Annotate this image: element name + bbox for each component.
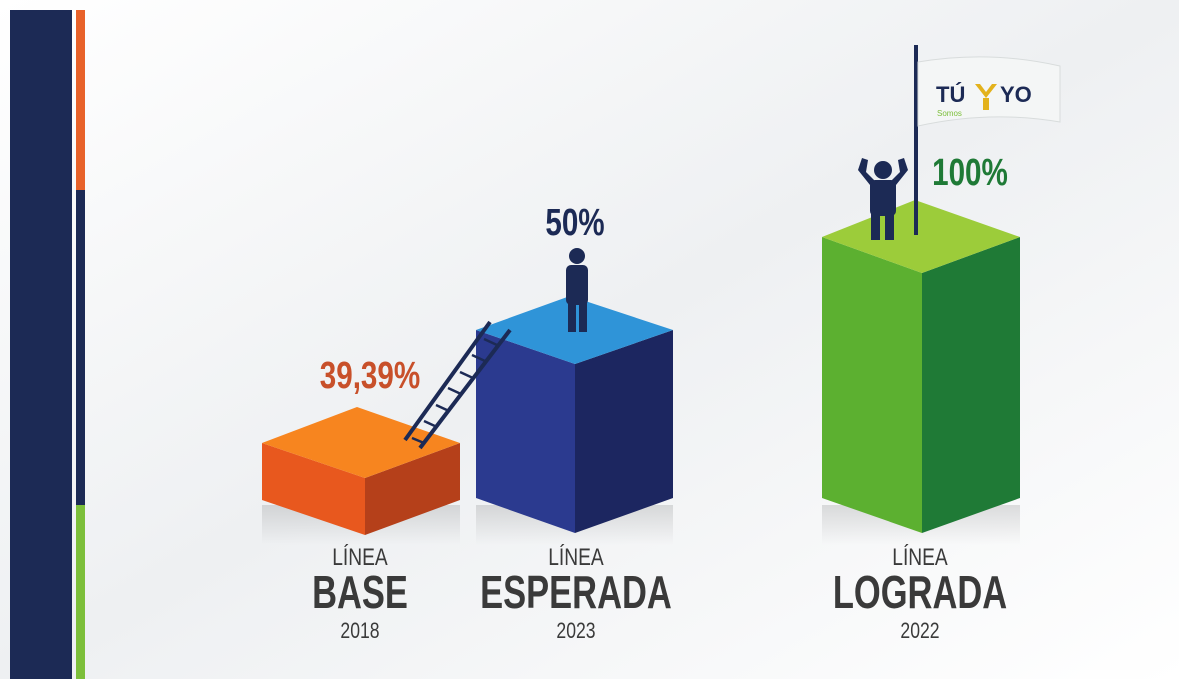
label-line: LÍNEA (332, 543, 388, 571)
percent: 100% (932, 152, 1008, 194)
logo-right: YO (1000, 82, 1032, 107)
label-name: ESPERADA (480, 566, 672, 618)
logo-tagline: Somos (937, 109, 962, 118)
percent: 50% (545, 202, 604, 244)
logo-icon (975, 84, 997, 110)
percent: 39,39% (320, 355, 420, 397)
labels: LÍNEA BASE 2018 LÍNEA ESPERADA 2023 LÍNE… (312, 543, 1007, 644)
label-name: LOGRADA (833, 566, 1007, 618)
label-line: LÍNEA (892, 543, 948, 571)
stripe-green (76, 505, 85, 679)
box-esperada (476, 296, 673, 533)
label-year: 2022 (900, 619, 939, 643)
label-line: LÍNEA (548, 543, 604, 571)
label-year: 2018 (340, 619, 379, 643)
box-lograda (822, 200, 1020, 533)
label-year: 2023 (556, 619, 595, 643)
label-name: BASE (312, 566, 408, 618)
stripe-navy (76, 190, 85, 505)
person-celebrating (858, 158, 908, 240)
ladder (403, 320, 512, 450)
logo-left: TÚ (936, 82, 965, 107)
side-bar (10, 10, 72, 679)
stripe-orange (76, 10, 85, 190)
box-base (262, 407, 460, 535)
person (566, 248, 588, 332)
